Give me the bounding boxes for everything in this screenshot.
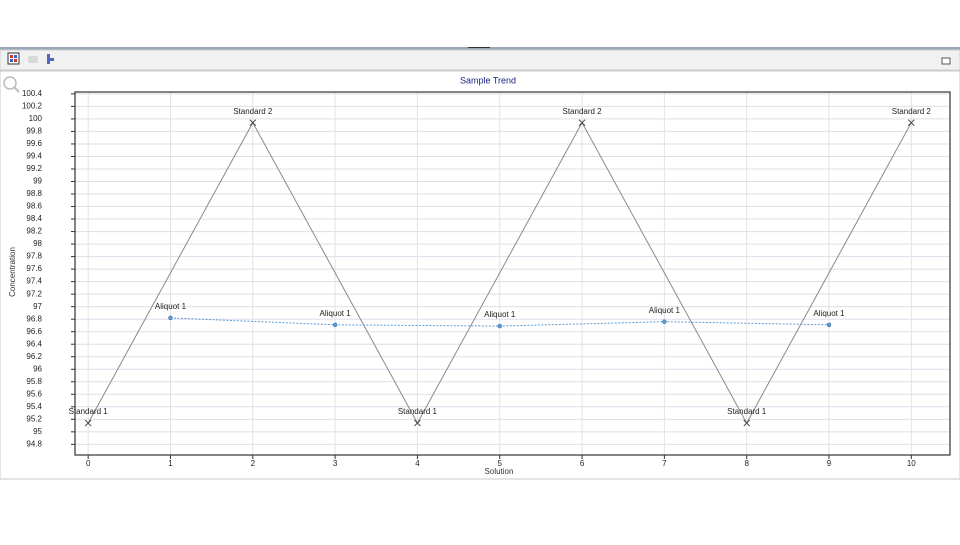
x-tick-label: 6 (580, 459, 585, 468)
y-tick-label: 96.6 (26, 327, 42, 336)
y-tick-label: 97 (33, 302, 42, 311)
point-marker (662, 319, 667, 324)
y-tick-label: 100 (29, 114, 43, 123)
point-label: Standard 2 (562, 107, 602, 116)
y-tick-label: 100.4 (22, 89, 43, 98)
point-marker (168, 315, 173, 321)
x-tick-label: 0 (86, 459, 91, 468)
point-label: Aliquot 1 (813, 309, 845, 318)
point-marker (907, 119, 915, 127)
y-tick-label: 97.2 (26, 289, 42, 298)
point-marker (84, 419, 92, 427)
toolbar (0, 49, 960, 71)
point-marker (414, 419, 421, 427)
y-tick-label: 97.8 (26, 252, 42, 261)
x-tick-label: 5 (498, 459, 503, 468)
y-tick-label: 95 (33, 427, 42, 436)
x-tick-label: 4 (415, 459, 420, 468)
x-tick-label: 1 (168, 459, 173, 468)
x-tick-label: 2 (251, 459, 256, 468)
y-tick-label: 97.4 (26, 277, 42, 286)
plot-frame (74, 91, 951, 456)
y-tick-label: 99.2 (26, 164, 42, 173)
y-tick-label: 98.4 (26, 214, 42, 223)
point-label: Standard 2 (892, 107, 932, 116)
y-tick-label: 96.8 (26, 314, 42, 323)
point-label: Standard 1 (398, 407, 438, 416)
y-axis-label: Concentration (8, 247, 17, 297)
x-tick-label: 10 (907, 459, 916, 468)
toolbar-grid-button[interactable] (7, 52, 20, 65)
y-tick-label: 96.4 (26, 339, 42, 348)
y-tick-label: 95.8 (26, 377, 42, 386)
y-tick-label: 99.6 (26, 139, 42, 148)
point-marker (826, 322, 832, 328)
zoom-icon[interactable] (3, 76, 20, 93)
point-marker (497, 323, 502, 329)
y-tick-label: 99 (33, 177, 42, 186)
y-tick-label: 96.2 (26, 352, 42, 361)
y-tick-label: 98.8 (26, 189, 42, 198)
y-tick-label: 99.4 (26, 152, 42, 161)
y-tick-label: 95.6 (26, 389, 42, 398)
x-tick-label: 3 (333, 459, 338, 468)
chart-title: Sample Trend (460, 75, 516, 85)
x-tick-label: 8 (744, 459, 749, 468)
point-marker (249, 119, 257, 127)
toolbar-print-button[interactable] (28, 56, 38, 63)
y-tick-label: 97.6 (26, 264, 42, 273)
y-tick-label: 94.8 (26, 439, 42, 448)
splitter-grip (468, 47, 490, 48)
point-marker (578, 119, 586, 127)
point-label: Standard 1 (69, 407, 109, 416)
point-label: Aliquot 1 (155, 302, 187, 311)
plot-area (75, 92, 950, 455)
x-axis-label: Solution (485, 467, 514, 476)
y-tick-label: 99.8 (26, 127, 42, 136)
y-tick-label: 98.6 (26, 202, 42, 211)
point-label: Standard 2 (233, 107, 273, 116)
point-label: Aliquot 1 (320, 309, 352, 318)
point-marker (332, 322, 338, 328)
point-marker (743, 419, 751, 427)
x-tick-label: 9 (827, 459, 832, 468)
y-tick-label: 95.2 (26, 414, 42, 423)
top-splitter[interactable] (0, 47, 960, 50)
toolbar-close-button[interactable] (941, 57, 951, 65)
y-tick-label: 98.2 (26, 227, 42, 236)
series-line (87, 121, 912, 425)
x-tick-label: 7 (662, 459, 667, 468)
y-tick-label: 96 (33, 364, 42, 373)
y-tick-label: 98 (33, 239, 42, 248)
toolbar-export-button[interactable] (47, 54, 54, 64)
point-label: Standard 1 (727, 407, 767, 416)
plot: 94.89595.295.495.695.89696.296.496.696.8… (22, 89, 951, 468)
y-tick-label: 100.2 (22, 102, 43, 111)
point-label: Aliquot 1 (649, 306, 681, 315)
y-tick-label: 95.4 (26, 402, 42, 411)
point-label: Aliquot 1 (484, 310, 516, 319)
